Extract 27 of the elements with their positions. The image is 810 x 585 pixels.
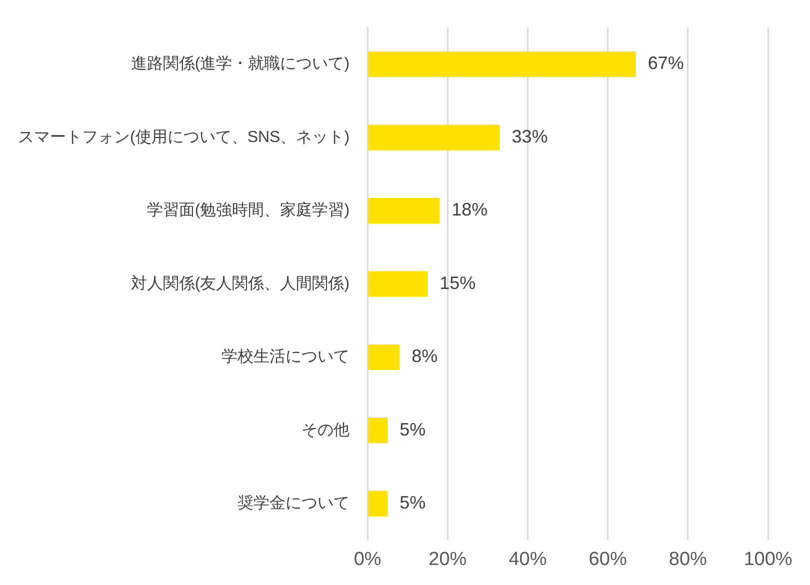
bar xyxy=(368,198,440,224)
data-label: 15% xyxy=(440,272,476,293)
y-tick-label: その他 xyxy=(302,422,350,439)
y-tick-label: 進路関係(進学・就職について) xyxy=(130,54,350,73)
bar xyxy=(368,51,636,78)
bar xyxy=(368,344,400,370)
x-tick-label: 80% xyxy=(668,548,708,570)
bar xyxy=(368,271,428,297)
data-label: 67% xyxy=(648,53,684,74)
x-tick-label: 100% xyxy=(744,548,792,570)
data-label: 8% xyxy=(412,346,438,366)
bar xyxy=(368,418,388,444)
x-tick-label: 0% xyxy=(354,548,382,570)
bar xyxy=(368,124,500,150)
data-label: 33% xyxy=(512,126,548,146)
bar xyxy=(368,490,388,516)
x-tick-label: 60% xyxy=(588,548,627,570)
x-tick-label: 20% xyxy=(428,548,467,570)
y-tick-label: 学習面(勉強時間、家庭学習) xyxy=(146,201,350,220)
y-tick-label: 対人関係(友人関係、人間関係) xyxy=(130,274,350,292)
y-tick-label: 奨学金について xyxy=(238,494,350,512)
x-tick-label: 40% xyxy=(508,548,547,570)
data-label: 5% xyxy=(400,419,426,440)
data-label: 5% xyxy=(400,492,426,513)
y-tick-label: スマートフォン(使用について、SNS、ネット) xyxy=(18,128,350,146)
y-tick-label: 学校生活について xyxy=(222,348,350,366)
data-label: 18% xyxy=(452,200,488,220)
